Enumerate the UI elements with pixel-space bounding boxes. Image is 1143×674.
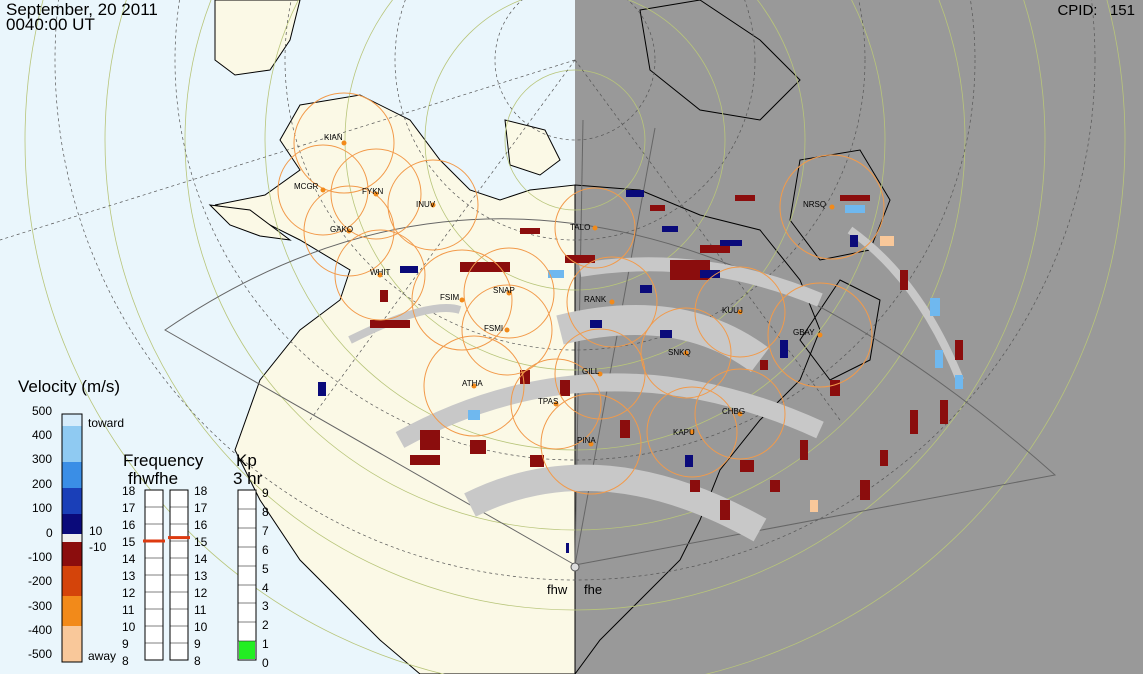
time-label: 0040:00 UT xyxy=(6,15,95,34)
velocity-tick: 300 xyxy=(32,452,53,466)
velocity-tick: -200 xyxy=(28,574,53,588)
frequency-tick: 10 xyxy=(194,620,208,634)
station-label: TPAS xyxy=(538,397,558,406)
kp-tick: 0 xyxy=(262,656,269,671)
station-label: CHBG xyxy=(722,407,745,416)
kp-tick: 2 xyxy=(262,618,269,633)
velocity-tick: 400 xyxy=(32,428,53,442)
frequency-tick: 13 xyxy=(122,569,136,583)
station-label: NRSQ xyxy=(803,200,826,209)
velocity-tick: 200 xyxy=(32,477,53,491)
station-label: KIAN xyxy=(324,133,343,142)
date-label: September, 20 2011 xyxy=(6,0,158,19)
kp-tick: 3 xyxy=(262,599,269,614)
station-label: FYKN xyxy=(362,187,384,196)
station-label: FSIM xyxy=(440,293,459,302)
station-label: PINA xyxy=(577,436,596,445)
away-label: away xyxy=(88,649,117,663)
kp-tick: 7 xyxy=(262,523,269,538)
frequency-tick: 18 xyxy=(194,484,208,498)
kp-subtitle: 3 hr xyxy=(233,469,263,488)
kp-tick: 1 xyxy=(262,637,269,652)
mlat-grid xyxy=(0,0,1096,581)
station-label: RANK xyxy=(584,295,607,304)
threshold-positive: 10 xyxy=(89,524,103,538)
frequency-tick: 12 xyxy=(194,586,208,600)
frequency-tick: 16 xyxy=(122,518,136,532)
frequency-tick: 11 xyxy=(122,603,135,617)
velocity-tick: -400 xyxy=(28,623,53,637)
frequency-tick: 16 xyxy=(194,518,208,532)
graticule xyxy=(24,0,1126,674)
station-label: INUV xyxy=(416,200,436,209)
kp-tick: 6 xyxy=(262,542,269,557)
velocity-tick: -500 xyxy=(28,647,53,661)
velocity-vectors xyxy=(318,190,963,520)
frequency-tick: 10 xyxy=(122,620,136,634)
station-label: MCGR xyxy=(294,182,319,191)
frequency-tick: 15 xyxy=(122,535,136,549)
station-fov-circles xyxy=(277,92,885,495)
radar-site-marker xyxy=(566,543,580,572)
frequency-title: Frequency xyxy=(123,451,204,470)
frequency-tick: 9 xyxy=(122,637,129,651)
toward-label: toward xyxy=(88,416,125,430)
frequency-tick: 17 xyxy=(122,501,136,515)
station-label: WHIT xyxy=(370,268,391,277)
cpid-readout: CPID: 151 xyxy=(1057,2,1135,19)
station-markers xyxy=(320,140,835,447)
kp-fill xyxy=(239,641,255,659)
radar-label-fhw: fhw xyxy=(547,582,568,597)
frequency-tick: 15 xyxy=(194,535,208,549)
station-label: ATHA xyxy=(462,379,483,388)
frequency-tick: 18 xyxy=(122,484,136,498)
fhw-frequency-marker xyxy=(143,539,165,543)
frequency-radars: fhwfhe xyxy=(128,469,179,488)
cpid-value: 151 xyxy=(1109,2,1135,19)
velocity-tick: -100 xyxy=(28,550,53,564)
velocity-tick: 0 xyxy=(46,526,53,540)
frequency-tick: 17 xyxy=(194,501,208,515)
frequency-tick: 13 xyxy=(194,569,208,583)
kp-tick: 8 xyxy=(262,504,269,519)
frequency-tick: 11 xyxy=(194,603,207,617)
station-label: GBAY xyxy=(793,328,815,337)
frequency-tick: 14 xyxy=(194,552,208,566)
threshold-negative: -10 xyxy=(89,540,107,554)
fhe-frequency-marker xyxy=(168,536,190,540)
kp-tick: 4 xyxy=(262,580,269,595)
station-label: KAPU xyxy=(673,428,695,437)
station-label: FSMI xyxy=(484,324,503,333)
frequency-tick: 8 xyxy=(122,654,129,668)
frequency-tick: 8 xyxy=(194,654,201,668)
frequency-tick: 12 xyxy=(122,586,136,600)
velocity-title: Velocity (m/s) xyxy=(18,377,121,396)
station-label: GILL xyxy=(582,367,600,376)
frequency-tick: 14 xyxy=(122,552,136,566)
kp-tick: 5 xyxy=(262,561,269,576)
station-label: SNKQ xyxy=(668,348,691,357)
station-label: GAKO xyxy=(330,225,353,234)
velocity-colorbar xyxy=(61,413,83,663)
frequency-tick: 9 xyxy=(194,637,201,651)
station-label: KUUJ xyxy=(722,306,743,315)
cpid-label: CPID: xyxy=(1057,2,1098,19)
kp-bar xyxy=(237,489,257,661)
velocity-tick: 100 xyxy=(32,501,53,515)
kp-title: Kp xyxy=(236,451,257,470)
station-labels: KIAN MCGR FYKN INUV GAKO TALO NRSQ WHIT … xyxy=(294,133,826,445)
kp-tick: 9 xyxy=(262,486,269,500)
station-label: SNAP xyxy=(493,286,515,295)
velocity-tick: -300 xyxy=(28,599,53,613)
radar-label-fhe: fhe xyxy=(584,582,603,597)
station-label: TALO xyxy=(570,223,590,232)
velocity-tick: 500 xyxy=(32,404,53,418)
